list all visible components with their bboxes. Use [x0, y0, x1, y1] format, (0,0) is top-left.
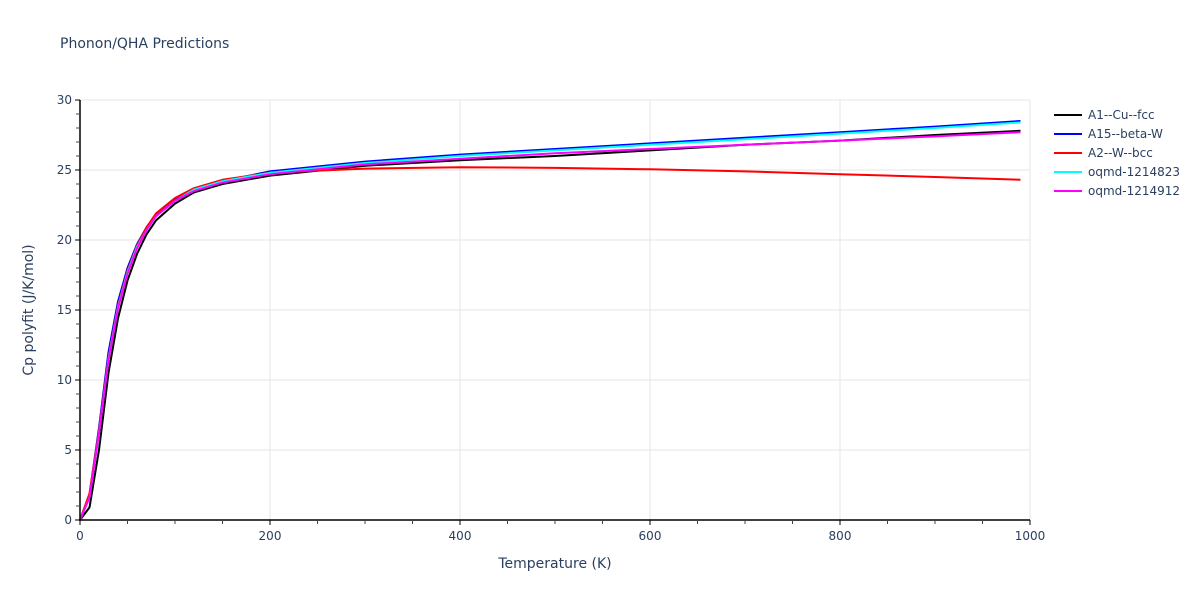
y-axis-title: Cp polyfit (J/K/mol) — [21, 244, 37, 375]
legend-item[interactable]: oqmd-1214823 — [1054, 162, 1180, 181]
legend: A1--Cu--fcc A15--beta-W A2--W--bcc oqmd-121… — [1054, 105, 1180, 200]
legend-item[interactable]: A2--W--bcc — [1054, 143, 1180, 162]
x-tick-label: 600 — [639, 529, 662, 543]
x-tick-label: 800 — [829, 529, 852, 543]
legend-label: A15--beta-W — [1088, 126, 1163, 141]
legend-swatch-icon — [1054, 151, 1082, 154]
legend-label: oqmd-1214823 — [1088, 164, 1181, 179]
legend-item[interactable]: A1--Cu--fcc — [1054, 105, 1180, 124]
x-tick-label: 1000 — [1015, 529, 1046, 543]
axes: 0 200 400 600 800 1000 0 5 10 15 20 25 30 — [57, 93, 1046, 543]
legend-item[interactable]: oqmd-1214912 — [1054, 181, 1180, 200]
x-axis-title: Temperature (K) — [497, 556, 611, 572]
legend-swatch-icon — [1054, 132, 1082, 135]
y-tick-label: 20 — [57, 233, 72, 247]
gridlines — [80, 99, 1031, 520]
chart-title: Phonon/QHA Predictions — [60, 36, 230, 52]
x-tick-label: 0 — [76, 529, 84, 543]
y-tick-label: 15 — [57, 303, 72, 317]
y-tick-label: 0 — [64, 513, 72, 527]
y-tick-label: 30 — [57, 93, 72, 107]
legend-swatch-icon — [1054, 189, 1082, 192]
legend-item[interactable]: A15--beta-W — [1054, 124, 1180, 143]
y-tick-label: 10 — [57, 373, 72, 387]
legend-label: A1--Cu--fcc — [1088, 107, 1155, 122]
y-tick-label: 25 — [57, 163, 72, 177]
series-line-A1--Cu--fcc — [79, 129, 1021, 521]
series-line-oqmd-1214912 — [79, 131, 1021, 521]
x-tick-label: 400 — [449, 529, 472, 543]
legend-label: A2--W--bcc — [1088, 145, 1153, 160]
series-line-A2--W--bcc — [79, 166, 1021, 521]
legend-swatch-icon — [1054, 113, 1082, 116]
y-tick-label: 5 — [64, 443, 72, 457]
legend-swatch-icon — [1054, 170, 1082, 173]
x-tick-label: 200 — [259, 529, 282, 543]
legend-label: oqmd-1214912 — [1088, 183, 1181, 198]
series-lines — [79, 120, 1021, 521]
